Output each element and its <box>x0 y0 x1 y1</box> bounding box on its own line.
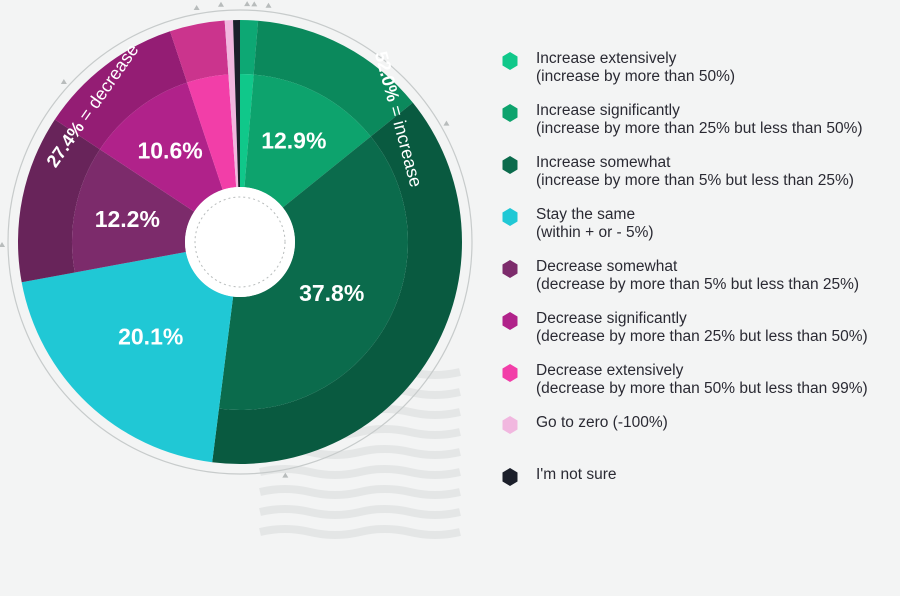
guide-tick-icon <box>265 2 272 8</box>
legend-marker-hexagon-icon <box>502 416 518 434</box>
slice-outer-band <box>54 31 188 150</box>
slice-data-label: 12.9% <box>261 127 326 153</box>
legend-item: Go to zero (-100%) <box>502 414 668 434</box>
slice-data-label: 37.8% <box>299 280 364 306</box>
slice <box>244 74 371 208</box>
legend-item: I'm not sure <box>502 466 617 486</box>
legend-label: Go to zero (-100%) <box>536 414 668 431</box>
guide-tick-icon <box>443 120 450 126</box>
slice-outer-band <box>170 20 229 83</box>
slice-outer-band <box>240 20 259 75</box>
legend-detail: (decrease by more than 50% but less than… <box>536 380 868 397</box>
slice-outer-band <box>212 102 463 464</box>
donut-hole <box>185 187 295 297</box>
legend-detail: (increase by more than 5% but less than … <box>536 172 854 189</box>
slice-outer-band <box>253 20 413 137</box>
legend-detail: (increase by more than 25% but less than… <box>536 120 863 137</box>
guide-tick-icon <box>217 1 224 7</box>
legend-item: Stay the same (within + or - 5%) <box>502 206 654 242</box>
slice-data-label: 12.2% <box>95 206 160 232</box>
legend-marker-hexagon-icon <box>502 156 518 174</box>
legend-marker-hexagon-icon <box>502 312 518 330</box>
legend-label: Decrease significantly <box>536 310 687 327</box>
legend-label: Increase somewhat <box>536 154 671 171</box>
donut-hole-dotted-ring <box>194 196 286 288</box>
slice <box>99 82 223 212</box>
legend-marker-hexagon-icon <box>502 52 518 70</box>
legend-detail: (within + or - 5%) <box>536 224 654 241</box>
legend-item: Increase significantly (increase by more … <box>502 102 863 138</box>
legend-detail: (decrease by more than 25% but less than… <box>536 328 868 345</box>
slice-outer-band <box>17 119 100 283</box>
guide-tick-icon <box>251 1 258 7</box>
legend-marker-hexagon-icon <box>502 364 518 382</box>
guide-tick-icon <box>244 1 251 7</box>
guide-tick-icon <box>282 472 289 478</box>
slice <box>233 20 240 188</box>
legend-label: Decrease somewhat <box>536 258 678 275</box>
slice-data-label: 10.6% <box>137 138 202 164</box>
slice <box>218 136 408 410</box>
legend-marker-hexagon-icon <box>502 208 518 226</box>
slice-data-label: 20.1% <box>118 323 183 349</box>
legend-label: Increase extensively <box>536 50 677 67</box>
outer-guide-ring <box>7 9 473 475</box>
donut-chart: 12.9%37.8%20.1%12.2%10.6%52.0% = increas… <box>0 1 473 539</box>
slice <box>187 74 237 190</box>
legend-item: Increase somewhat (increase by more than … <box>502 154 854 190</box>
legend-item: Decrease significantly (decrease by more … <box>502 310 868 346</box>
guide-tick-icon <box>193 4 200 10</box>
slice <box>72 149 195 273</box>
legend-item: Decrease somewhat (decrease by more than … <box>502 258 859 294</box>
legend-detail: (decrease by more than 5% but less than … <box>536 276 860 293</box>
slice <box>240 74 254 188</box>
legend-marker-hexagon-icon <box>502 104 518 122</box>
guide-tick-icon <box>60 78 67 84</box>
legend-detail: (increase by more than 50%) <box>536 68 736 85</box>
slice <box>224 20 239 188</box>
guide-tick-icon <box>0 241 6 247</box>
legend-item: Decrease extensively (decrease by more th… <box>502 362 868 398</box>
legend-label: Decrease extensively <box>536 362 684 379</box>
legend-label: Increase significantly <box>536 102 680 119</box>
legend-marker-hexagon-icon <box>502 260 518 278</box>
slice <box>21 251 234 463</box>
legend-marker-hexagon-icon <box>502 468 518 486</box>
legend-item: Increase extensively (increase by more th… <box>502 50 735 86</box>
legend-label: Stay the same <box>536 206 636 223</box>
legend-label: I'm not sure <box>536 466 617 483</box>
